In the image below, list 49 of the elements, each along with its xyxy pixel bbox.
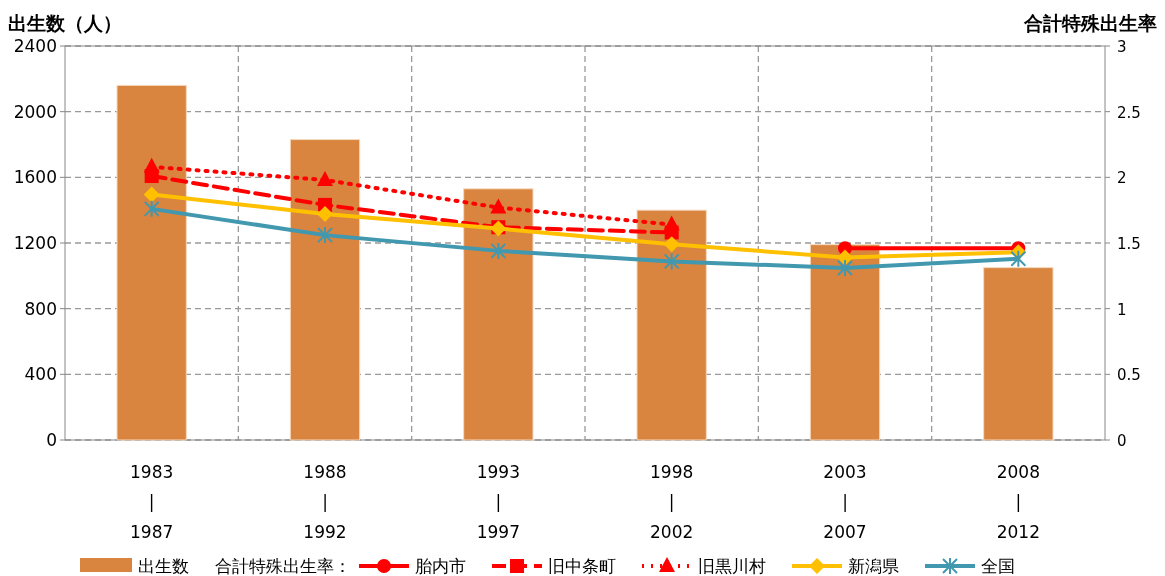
bar [116,84,187,441]
y2-tick-label: 2 [1117,169,1127,188]
y2-tick-label: 1.5 [1117,235,1141,253]
y-tick-label: 2400 [13,36,57,56]
bar [463,188,534,441]
point [317,170,333,186]
legend-label: 旧中条町 [548,556,616,576]
bar [809,244,881,441]
legend-label: 全国 [981,556,1015,576]
y2-tick-label: 0 [1117,432,1127,450]
point [143,186,160,203]
x-tick-label: 1998 | 2002 [650,462,694,542]
y-axis-title: 出生数（人） [8,12,122,34]
legend-label: 胎内市 [415,556,466,576]
bar [983,267,1054,441]
legend-label: 新潟県 [848,556,899,576]
x-tick-label: 2003 | 2007 [823,462,867,542]
y-tick-label: 800 [24,298,57,319]
point [490,241,507,260]
y2-tick-label: 2.5 [1117,103,1141,122]
y-tick-label: 2000 [13,101,57,122]
point [1010,249,1027,268]
point [663,215,680,231]
bar [289,139,361,441]
point [663,252,680,271]
legend-label: 出生数 [138,556,189,576]
bar [636,209,707,441]
y2-axis-title: 合計特殊出生率 [1023,12,1157,34]
point [490,198,507,214]
point [837,258,853,277]
y-tick-label: 0 [46,430,57,450]
point [317,206,333,223]
x-tick-label: 2008 | 2012 [996,462,1040,542]
x-tick-label: 1993 | 1997 [476,462,520,542]
point [143,157,160,173]
y-tick-label: 400 [24,364,57,385]
y2-tick-label: 3 [1117,38,1127,56]
legend-title: 合計特殊出生率： [215,556,351,576]
x-tick-label: 1983 | 1987 [130,462,174,542]
y2-tick-label: 0.5 [1117,366,1141,385]
point [663,236,680,253]
point [837,249,853,266]
point [317,226,333,245]
y2-tick-label: 1 [1117,300,1127,319]
point [143,199,160,218]
y-tick-label: 1600 [13,167,57,188]
x-tick-label: 1988 | 1992 [303,462,347,542]
y-tick-label: 1200 [13,233,57,253]
legend-label: 旧黒川村 [698,556,766,576]
